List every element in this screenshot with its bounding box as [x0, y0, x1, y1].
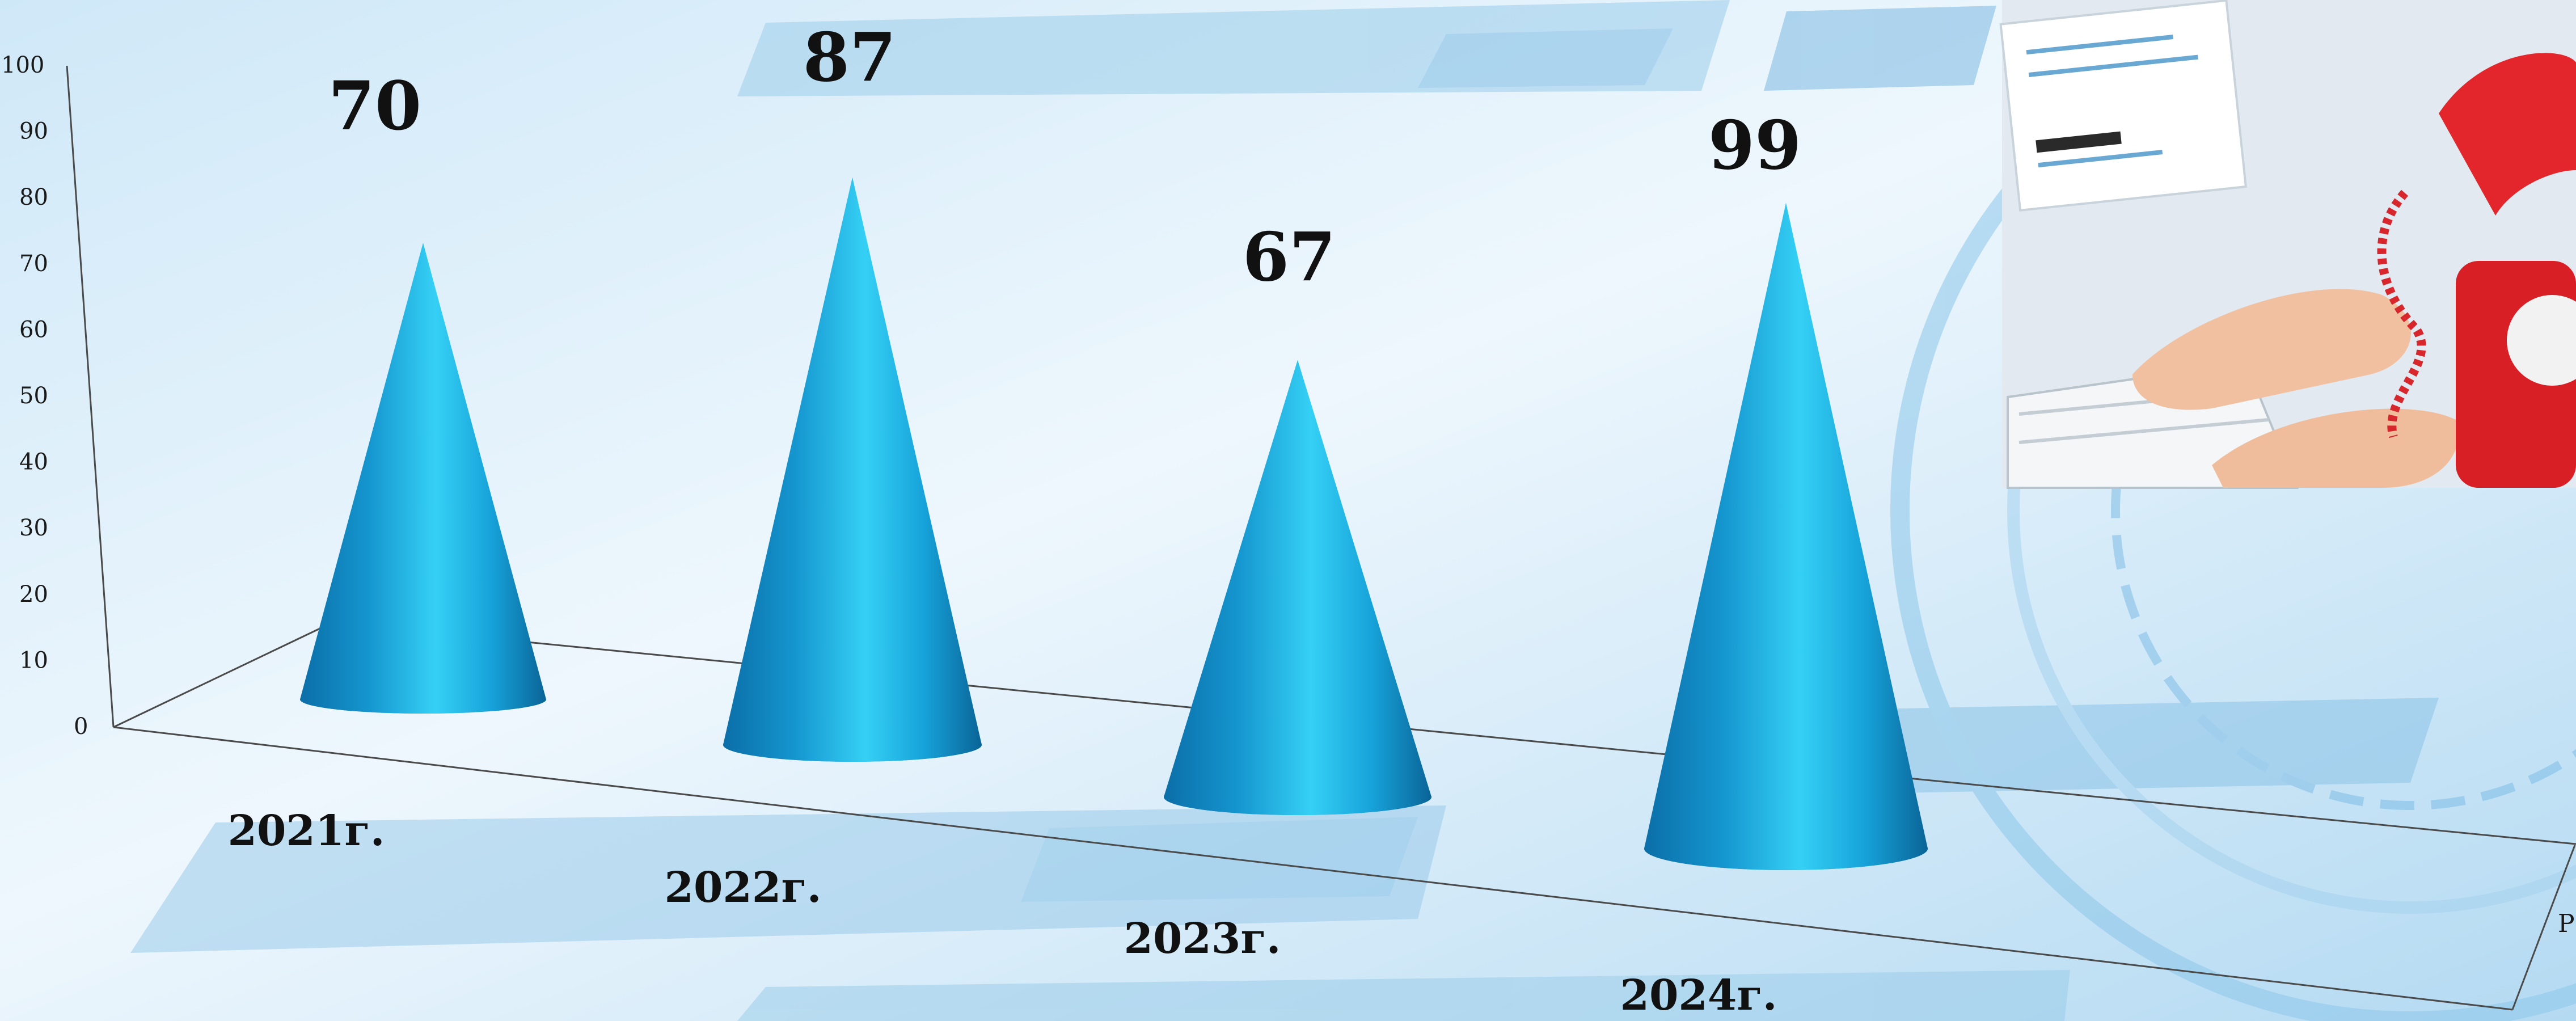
y-tick-labels: 0 10 20 30 40 50 60 70 80 90 100 — [1, 52, 88, 740]
category-label: 2022г. — [664, 863, 821, 912]
cone-body — [1164, 360, 1431, 815]
cone-body — [723, 177, 982, 762]
background-decoration — [130, 0, 2576, 1021]
y-axis-line — [66, 65, 115, 728]
value-labels: 70 87 67 99 — [328, 18, 1801, 297]
cone-body — [300, 243, 546, 714]
value-label: 87 — [803, 18, 896, 97]
x-axis-line — [113, 726, 2513, 1011]
hand — [2132, 289, 2459, 488]
partial-series-label: Р — [2558, 909, 2575, 938]
y-tick-label: 100 — [1, 52, 44, 78]
floor-right-edge — [2511, 845, 2576, 1010]
y-tick-label: 20 — [19, 581, 48, 607]
office-photo — [1999, 0, 2576, 489]
cone-bar — [1164, 360, 1431, 815]
y-tick-label: 60 — [19, 317, 48, 343]
y-tick-label: 70 — [19, 251, 48, 277]
floor-back-edge — [113, 622, 332, 728]
y-tick-label: 0 — [74, 714, 88, 740]
y-tick-label: 50 — [19, 383, 48, 409]
y-tick-label: 90 — [19, 119, 48, 145]
cone-body — [1644, 202, 1928, 870]
y-tick-label: 10 — [19, 647, 48, 673]
category-label: 2021г. — [227, 807, 385, 855]
category-label: 2023г. — [1124, 914, 1281, 963]
y-tick-label: 30 — [19, 515, 48, 541]
document-sheet — [1999, 0, 2248, 212]
cone-bar — [300, 243, 546, 714]
axes — [66, 65, 2576, 1011]
category-labels: 2021г. 2022г. 2023г. 2024г. — [227, 807, 1777, 1020]
value-label: 70 — [328, 66, 421, 145]
value-label: 99 — [1708, 106, 1801, 185]
cone-bar — [1644, 202, 1928, 870]
red-telephone — [2377, 53, 2576, 488]
category-label: 2024г. — [1620, 971, 1777, 1020]
y-tick-label: 80 — [19, 184, 48, 210]
floor-back-line — [331, 622, 2576, 845]
cone-series — [300, 177, 1928, 870]
y-tick-label: 40 — [19, 449, 48, 475]
cone-bar — [723, 177, 982, 762]
value-label: 67 — [1243, 218, 1336, 297]
